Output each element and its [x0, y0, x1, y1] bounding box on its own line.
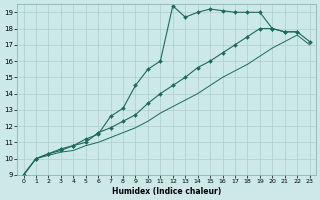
X-axis label: Humidex (Indice chaleur): Humidex (Indice chaleur): [112, 187, 221, 196]
